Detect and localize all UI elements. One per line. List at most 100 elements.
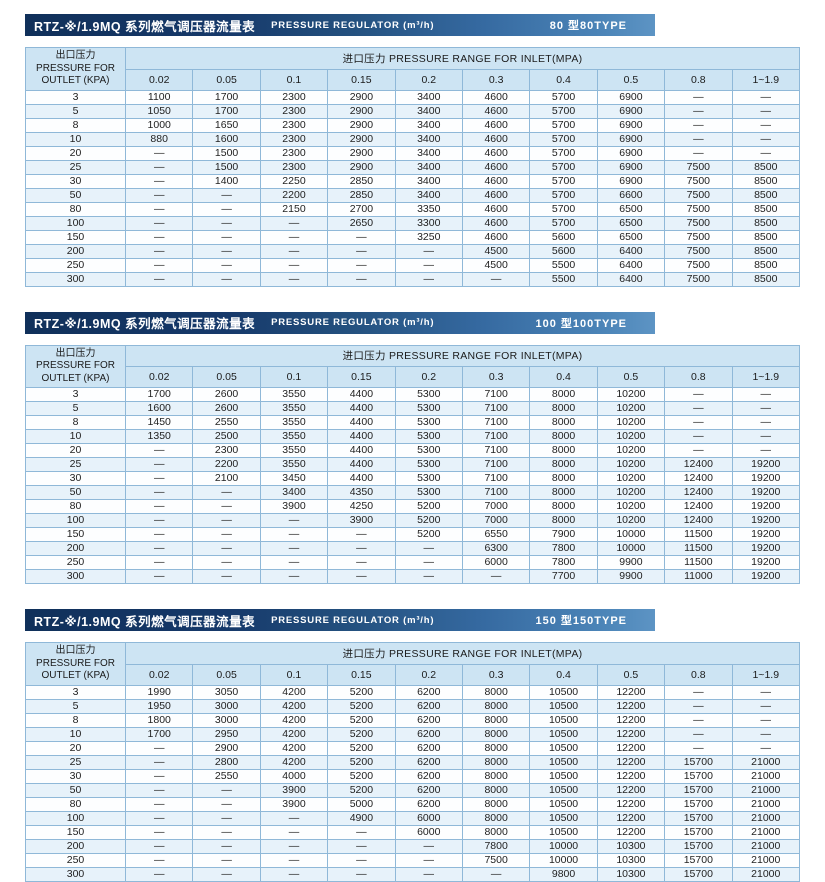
flow-rate-value: — bbox=[124, 852, 194, 868]
flow-rate-value: 15700 bbox=[664, 852, 733, 868]
outlet-pressure-value: 30 bbox=[25, 173, 126, 189]
inlet-pressure-columns-row: 0.02 0.05 0.1 0.15 0.2 0.3 0.4 0.5 0.8 1~1.9 bbox=[26, 366, 801, 388]
flow-rate-value: 8500 bbox=[731, 271, 801, 287]
flow-rate-value: 7500 bbox=[664, 229, 733, 245]
flow-rate-value: 10000 bbox=[596, 541, 666, 556]
flow-rate-value: — bbox=[124, 215, 194, 231]
flow-rate-value: — bbox=[259, 838, 329, 854]
flow-rate-value: 8000 bbox=[529, 401, 598, 416]
flow-rate-value: 6500 bbox=[596, 201, 666, 217]
flow-rate-value: 4600 bbox=[461, 201, 531, 217]
flow-rate-value: — bbox=[124, 201, 194, 217]
flow-rate-value: 8500 bbox=[731, 257, 801, 273]
outlet-pressure-value: 80 bbox=[25, 796, 126, 812]
flow-rate-value: 6900 bbox=[596, 131, 666, 147]
flow-rate-value: 7500 bbox=[664, 187, 733, 203]
flow-rate-value: 6000 bbox=[394, 810, 463, 826]
flow-rate-value: — bbox=[259, 810, 329, 826]
flow-rate-value: — bbox=[394, 838, 463, 854]
flow-rate-value: 2300 bbox=[259, 103, 329, 119]
flow-rate-value: 10200 bbox=[596, 485, 666, 500]
flow-rate-value: 7000 bbox=[461, 499, 531, 514]
flow-rate-value: — bbox=[394, 257, 463, 273]
flow-rate-value: 7800 bbox=[461, 838, 531, 854]
flow-table-section-100: RTZ-※/1.9MQ 系列燃气调压器流量表 PRESSURE REGULATO… bbox=[25, 311, 801, 584]
flow-rate-value: 3000 bbox=[192, 712, 261, 728]
flow-rate-value: 1400 bbox=[192, 173, 261, 189]
flow-rate-value: 6900 bbox=[596, 117, 666, 133]
flow-rate-value: 12400 bbox=[664, 513, 733, 528]
table-row: 50— —3900 5200 6200 8000 10500 12200 15700 21000 bbox=[25, 782, 801, 798]
flow-rate-value: — bbox=[259, 513, 329, 528]
flow-rate-value: 4600 bbox=[461, 103, 531, 119]
flow-rate-value: 12200 bbox=[596, 782, 666, 798]
flow-rate-value: — bbox=[124, 257, 194, 273]
flow-rate-value: — bbox=[192, 513, 261, 528]
flow-rate-value: 6400 bbox=[596, 271, 666, 287]
flow-rate-value: 5600 bbox=[529, 243, 598, 259]
flow-rate-value: 10200 bbox=[596, 443, 666, 458]
inlet-pressure-column-header: 0.05 bbox=[192, 663, 261, 686]
flow-rate-value: 3000 bbox=[192, 698, 261, 714]
flow-rate-value: 19200 bbox=[731, 499, 801, 514]
flow-rate-value: 15700 bbox=[664, 810, 733, 826]
flow-rate-value: 2250 bbox=[259, 173, 329, 189]
regulator-type-label: 100 型100TYPE bbox=[535, 317, 627, 330]
outlet-pressure-value: 25 bbox=[25, 457, 126, 472]
flow-rate-value: 6200 bbox=[394, 712, 463, 728]
flow-rate-value: 11500 bbox=[664, 541, 733, 556]
flow-rate-value: 3400 bbox=[394, 89, 463, 105]
flow-rate-value: 10200 bbox=[596, 401, 666, 416]
series-title-english: PRESSURE REGULATOR (m³/h) bbox=[271, 614, 435, 626]
flow-rate-value: 2550 bbox=[192, 415, 261, 430]
flow-rate-value: 2300 bbox=[259, 145, 329, 161]
outlet-pressure-value: 150 bbox=[25, 527, 126, 542]
flow-rate-table: 出口压力 PRESSURE FOR OUTLET (KPA) 进口压力 PRES… bbox=[25, 47, 801, 287]
flow-rate-value: — bbox=[124, 229, 194, 245]
table-row: 20—2300 3550 4400 5300 7100 8000 10200— — bbox=[25, 443, 801, 458]
flow-rate-value: 21000 bbox=[731, 754, 801, 770]
table-row: 8 1450 2550 3550 4400 5300 7100 8000 10200— — bbox=[25, 415, 801, 430]
flow-rate-value: 8500 bbox=[731, 201, 801, 217]
flow-rate-value: — bbox=[664, 401, 733, 416]
flow-rate-value: — bbox=[124, 782, 194, 798]
inlet-pressure-column-header: 0.3 bbox=[461, 68, 531, 91]
table-row: 5 1600 2600 3550 4400 5300 7100 8000 10200— — bbox=[25, 401, 801, 416]
flow-rate-value: 8000 bbox=[529, 485, 598, 500]
flow-rate-value: 10500 bbox=[529, 810, 598, 826]
inlet-pressure-column-header: 0.2 bbox=[394, 68, 463, 91]
table-header: 出口压力 PRESSURE FOR OUTLET (KPA) 进口压力 PRES… bbox=[25, 344, 801, 388]
outlet-pressure-value: 100 bbox=[25, 215, 126, 231]
flow-rate-value: 7100 bbox=[461, 401, 531, 416]
flow-rate-value: 5300 bbox=[394, 401, 463, 416]
flow-rate-value: 10500 bbox=[529, 726, 598, 742]
outlet-pressure-value: 100 bbox=[25, 513, 126, 528]
flow-rate-value: 3400 bbox=[394, 159, 463, 175]
outlet-pressure-value: 300 bbox=[25, 271, 126, 287]
flow-rate-value: 1700 bbox=[124, 726, 194, 742]
outlet-pressure-header: 出口压力 PRESSURE FOR OUTLET (KPA) bbox=[25, 344, 126, 388]
flow-rate-value: 4600 bbox=[461, 159, 531, 175]
flow-rate-value: 1700 bbox=[192, 89, 261, 105]
flow-rate-value: — bbox=[731, 401, 801, 416]
flow-rate-value: — bbox=[327, 569, 396, 584]
flow-rate-value: 4400 bbox=[327, 401, 396, 416]
flow-rate-value: 4400 bbox=[327, 471, 396, 486]
table-row: 25—2800 4200 5200 6200 8000 10500 12200 15700 21… bbox=[25, 754, 801, 770]
flow-rate-value: — bbox=[731, 443, 801, 458]
flow-rate-value: 5700 bbox=[529, 215, 598, 231]
table-row: 150— — — —6000 8000 10500 12200 15700 21000 bbox=[25, 824, 801, 840]
flow-rate-value: 2800 bbox=[192, 754, 261, 770]
flow-rate-value: 4200 bbox=[259, 726, 329, 742]
table-row: 100— — —4900 6000 8000 10500 12200 15700 21000 bbox=[25, 810, 801, 826]
table-row: 300— — — — — —5500 6400 7500 8500 bbox=[25, 271, 801, 287]
table-body: 3 1700 2600 3550 4400 5300 7100 8000 10200— —5 160… bbox=[25, 387, 801, 584]
inlet-pressure-column-header: 0.02 bbox=[124, 68, 194, 91]
flow-rate-value: — bbox=[124, 796, 194, 812]
flow-rate-value: 8000 bbox=[529, 513, 598, 528]
flow-rate-value: 11500 bbox=[664, 555, 733, 570]
flow-rate-value: — bbox=[124, 740, 194, 756]
flow-rate-value: 21000 bbox=[731, 838, 801, 854]
flow-rate-value: 2600 bbox=[192, 401, 261, 416]
flow-rate-value: 2900 bbox=[192, 740, 261, 756]
